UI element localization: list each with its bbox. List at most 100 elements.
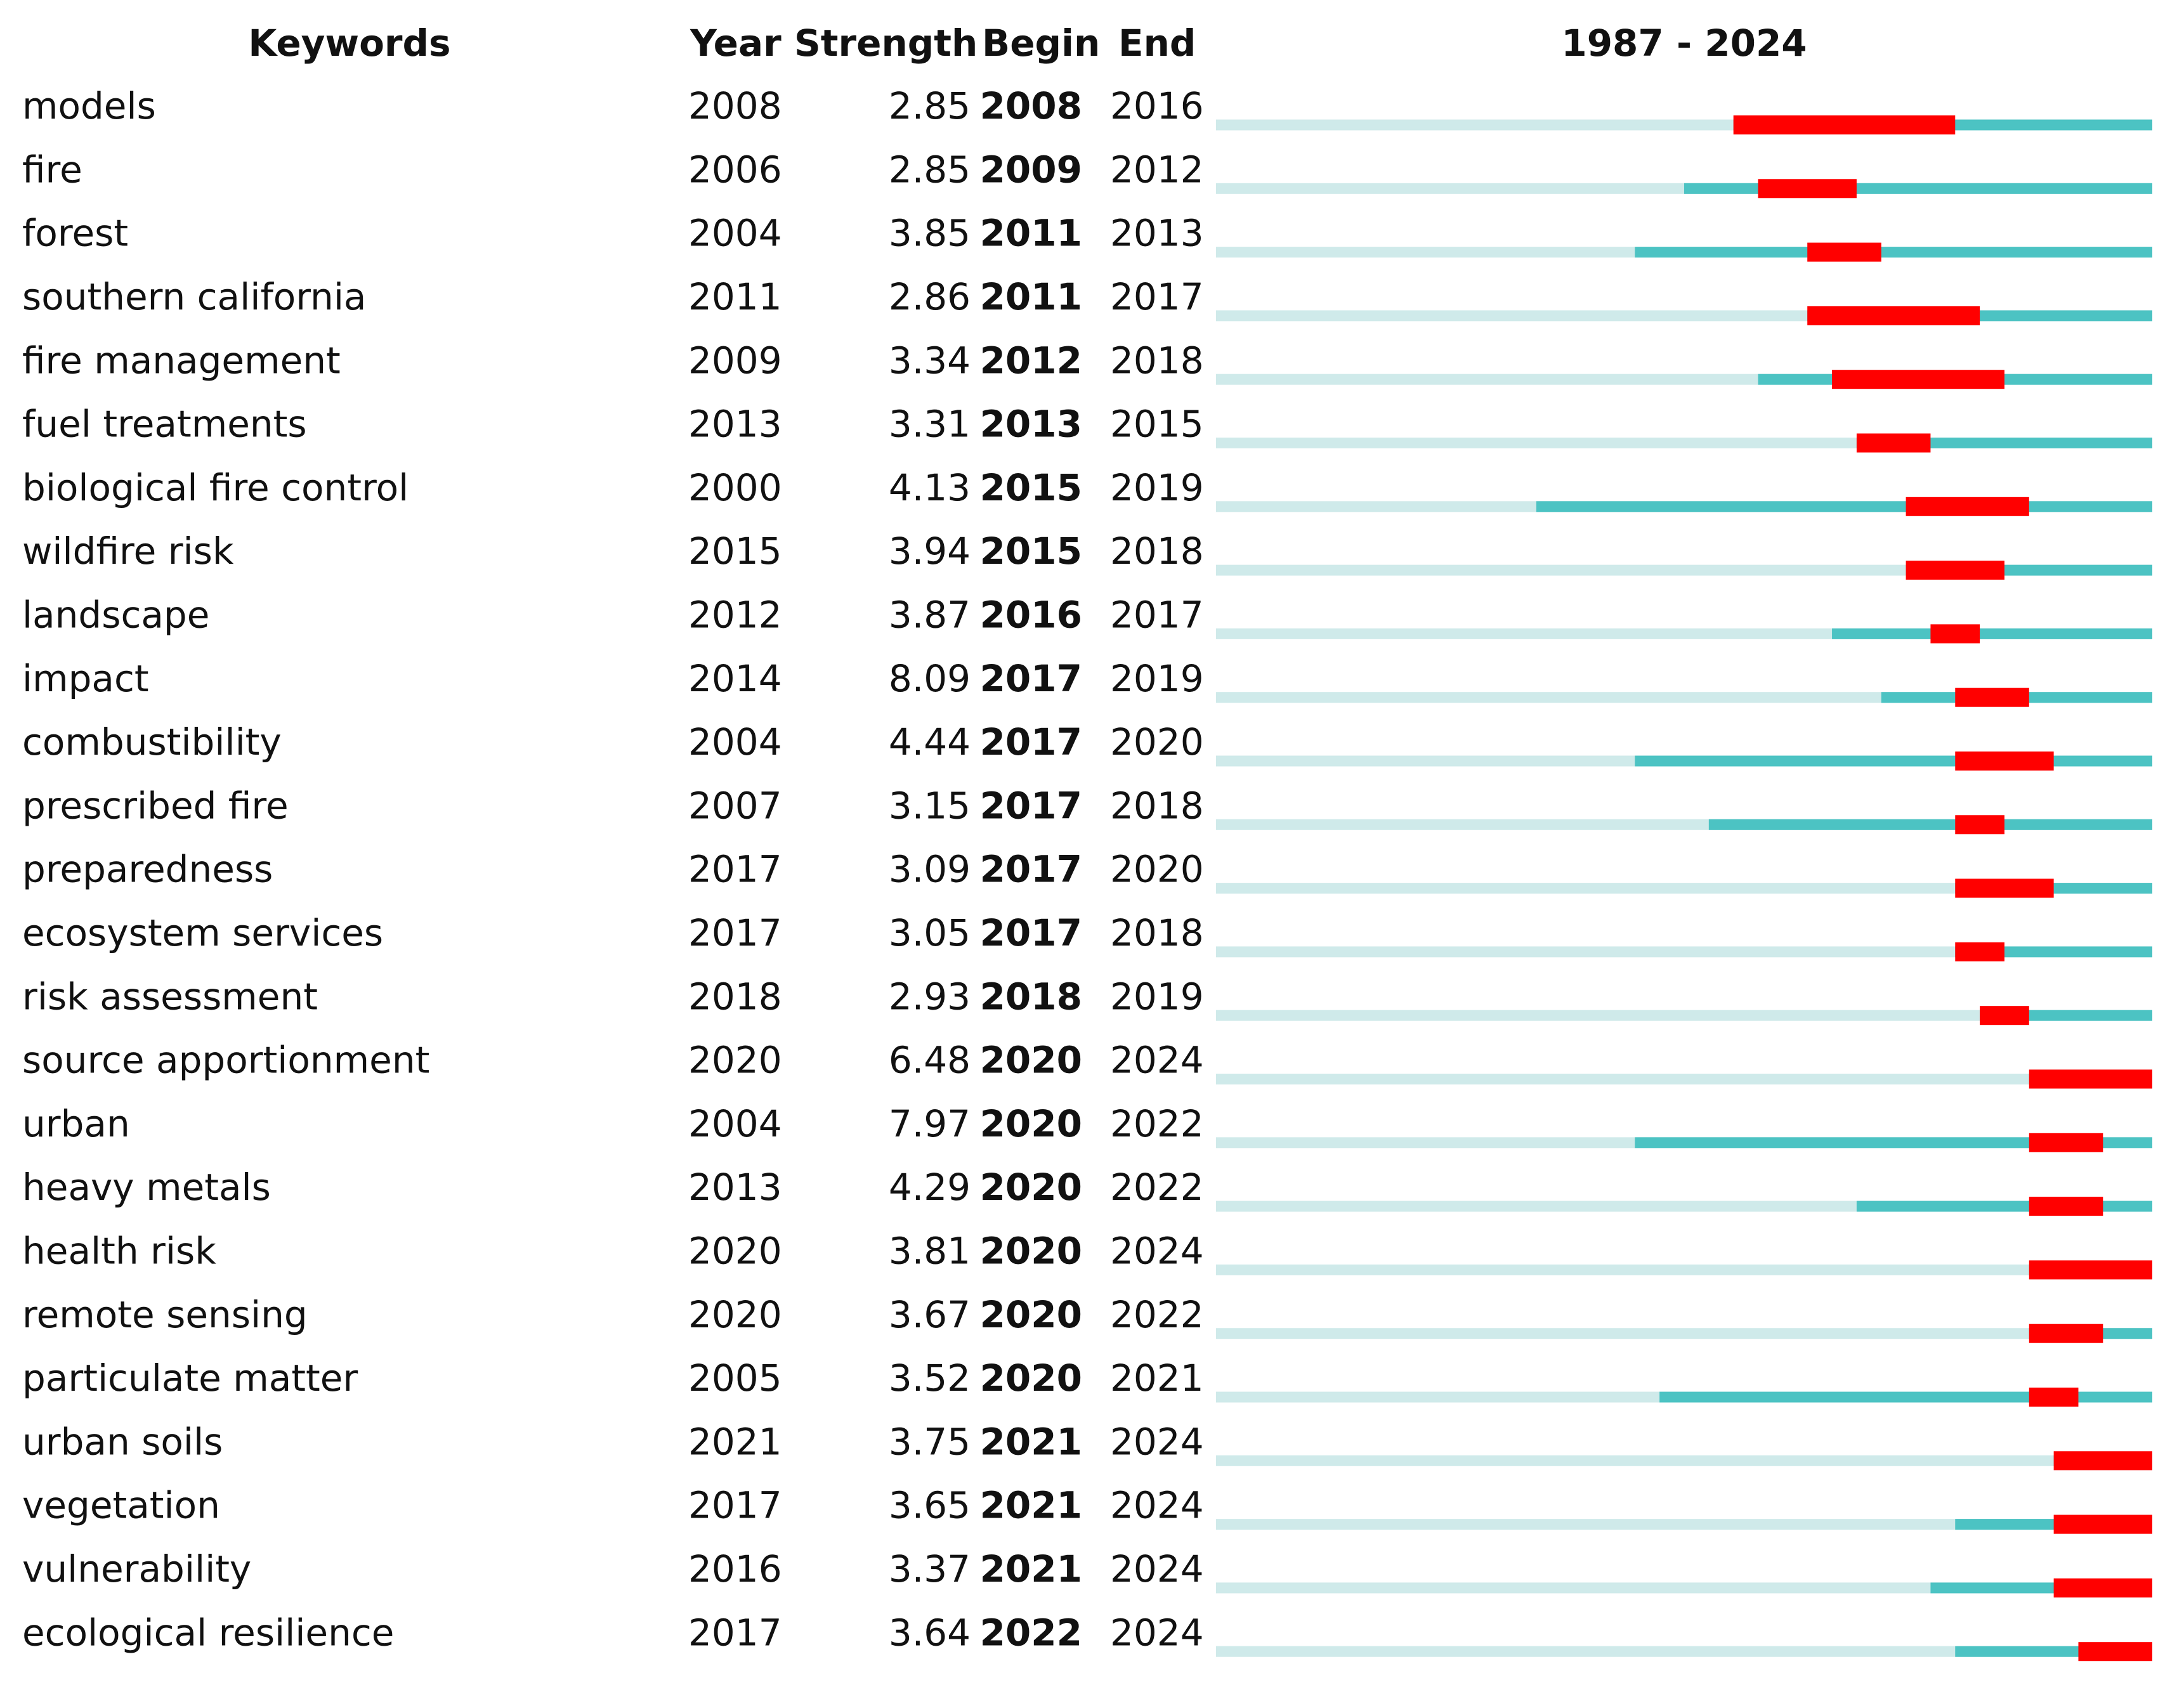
burst <box>1807 242 1881 262</box>
year: 2015 <box>688 530 782 573</box>
year: 2012 <box>688 594 782 637</box>
begin: 2020 <box>980 1102 1082 1145</box>
keyword: urban soils <box>22 1420 223 1463</box>
active-span <box>1635 755 2152 767</box>
keyword: vegetation <box>22 1484 220 1527</box>
begin: 2015 <box>980 466 1082 509</box>
end: 2019 <box>1110 657 1204 700</box>
begin: 2015 <box>980 530 1082 573</box>
burst <box>1955 752 2054 771</box>
begin: 2017 <box>980 911 1082 954</box>
year: 2017 <box>688 911 782 954</box>
begin: 2012 <box>980 339 1082 382</box>
year: 2020 <box>688 1230 782 1273</box>
keyword: urban <box>22 1102 130 1145</box>
header-begin: Begin <box>982 22 1100 65</box>
strength: 3.37 <box>889 1547 971 1591</box>
strength: 6.48 <box>889 1039 971 1082</box>
end: 2022 <box>1110 1102 1204 1145</box>
strength: 4.29 <box>889 1166 971 1209</box>
begin: 2008 <box>980 84 1082 127</box>
strength: 3.81 <box>889 1230 971 1273</box>
active-span <box>1708 819 2152 830</box>
burst <box>2029 1069 2152 1089</box>
strength: 4.44 <box>889 720 971 764</box>
keyword: models <box>22 84 156 127</box>
keyword: health risk <box>22 1230 216 1273</box>
keyword: prescribed fire <box>22 784 289 827</box>
burst <box>2053 1514 2152 1534</box>
year: 2004 <box>688 212 782 255</box>
header-year: Year <box>690 22 781 65</box>
keyword: ecological resilience <box>22 1611 394 1654</box>
burst <box>1955 878 2054 898</box>
begin: 2011 <box>980 275 1082 318</box>
strength: 3.09 <box>889 848 971 891</box>
burst <box>1856 433 1931 453</box>
begin: 2013 <box>980 403 1082 446</box>
strength: 3.31 <box>889 403 971 446</box>
strength: 3.65 <box>889 1484 971 1527</box>
strength: 3.05 <box>889 911 971 954</box>
active-span <box>1832 628 2152 639</box>
begin: 2020 <box>980 1166 1082 1209</box>
year: 2017 <box>688 1484 782 1527</box>
burst <box>1758 179 1857 198</box>
year: 2013 <box>688 1166 782 1209</box>
year: 2020 <box>688 1293 782 1336</box>
year: 2017 <box>688 1611 782 1654</box>
begin: 2009 <box>980 148 1082 191</box>
timeline-base <box>1216 1264 2152 1275</box>
burst <box>1733 115 1956 134</box>
strength: 3.15 <box>889 784 971 827</box>
year: 2005 <box>688 1357 782 1400</box>
strength: 3.75 <box>889 1420 971 1463</box>
burst <box>1807 306 1980 325</box>
begin: 2017 <box>980 784 1082 827</box>
end: 2020 <box>1110 848 1204 891</box>
burst <box>2078 1642 2152 1662</box>
begin: 2018 <box>980 975 1082 1018</box>
year: 2004 <box>688 1102 782 1145</box>
begin: 2017 <box>980 657 1082 700</box>
end: 2018 <box>1110 530 1204 573</box>
keyword: fire <box>22 148 82 191</box>
strength: 3.34 <box>889 339 971 382</box>
keyword: heavy metals <box>22 1166 271 1209</box>
header-strength: Strength <box>794 22 978 65</box>
timeline-base <box>1216 1010 2152 1021</box>
strength: 3.67 <box>889 1293 971 1336</box>
header-end: End <box>1118 22 1196 65</box>
burst <box>1906 561 2004 580</box>
strength: 2.86 <box>889 275 971 318</box>
timeline-base <box>1216 1582 2152 1594</box>
begin: 2020 <box>980 1357 1082 1400</box>
year: 2020 <box>688 1039 782 1082</box>
begin: 2011 <box>980 212 1082 255</box>
year: 2007 <box>688 784 782 827</box>
keyword: fire management <box>22 339 341 382</box>
timeline-base <box>1216 883 2152 894</box>
keyword: source apportionment <box>22 1039 429 1082</box>
end: 2018 <box>1110 911 1204 954</box>
end: 2013 <box>1110 212 1204 255</box>
end: 2020 <box>1110 720 1204 764</box>
year: 2008 <box>688 84 782 127</box>
keyword: impact <box>22 657 149 700</box>
keyword: ecosystem services <box>22 911 383 954</box>
timeline-base <box>1216 1646 2152 1657</box>
burst <box>1906 497 2029 516</box>
end: 2022 <box>1110 1293 1204 1336</box>
strength: 4.13 <box>889 466 971 509</box>
strength: 8.09 <box>889 657 971 700</box>
end: 2018 <box>1110 339 1204 382</box>
end: 2024 <box>1110 1547 1204 1591</box>
burst <box>1980 1006 2029 1025</box>
begin: 2020 <box>980 1039 1082 1082</box>
end: 2024 <box>1110 1420 1204 1463</box>
end: 2019 <box>1110 975 1204 1018</box>
header-range: 1987 - 2024 <box>1561 22 1807 65</box>
burst <box>2029 1260 2152 1280</box>
keyword: combustibility <box>22 720 282 764</box>
end: 2016 <box>1110 84 1204 127</box>
